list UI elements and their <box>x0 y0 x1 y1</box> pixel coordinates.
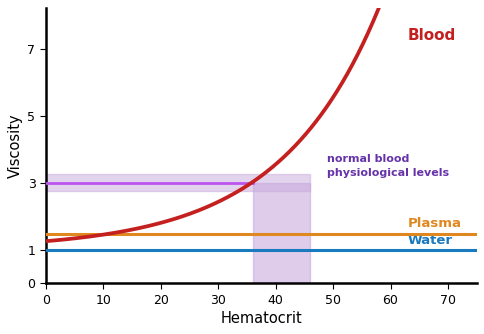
Text: Water: Water <box>407 234 452 247</box>
Bar <box>46 174 309 191</box>
Y-axis label: Viscosity: Viscosity <box>8 114 23 178</box>
X-axis label: Hematocrit: Hematocrit <box>220 311 302 326</box>
Text: Blood: Blood <box>407 28 455 43</box>
Text: normal blood
physiological levels: normal blood physiological levels <box>327 154 449 178</box>
Bar <box>252 183 309 283</box>
Text: Plasma: Plasma <box>407 217 461 230</box>
